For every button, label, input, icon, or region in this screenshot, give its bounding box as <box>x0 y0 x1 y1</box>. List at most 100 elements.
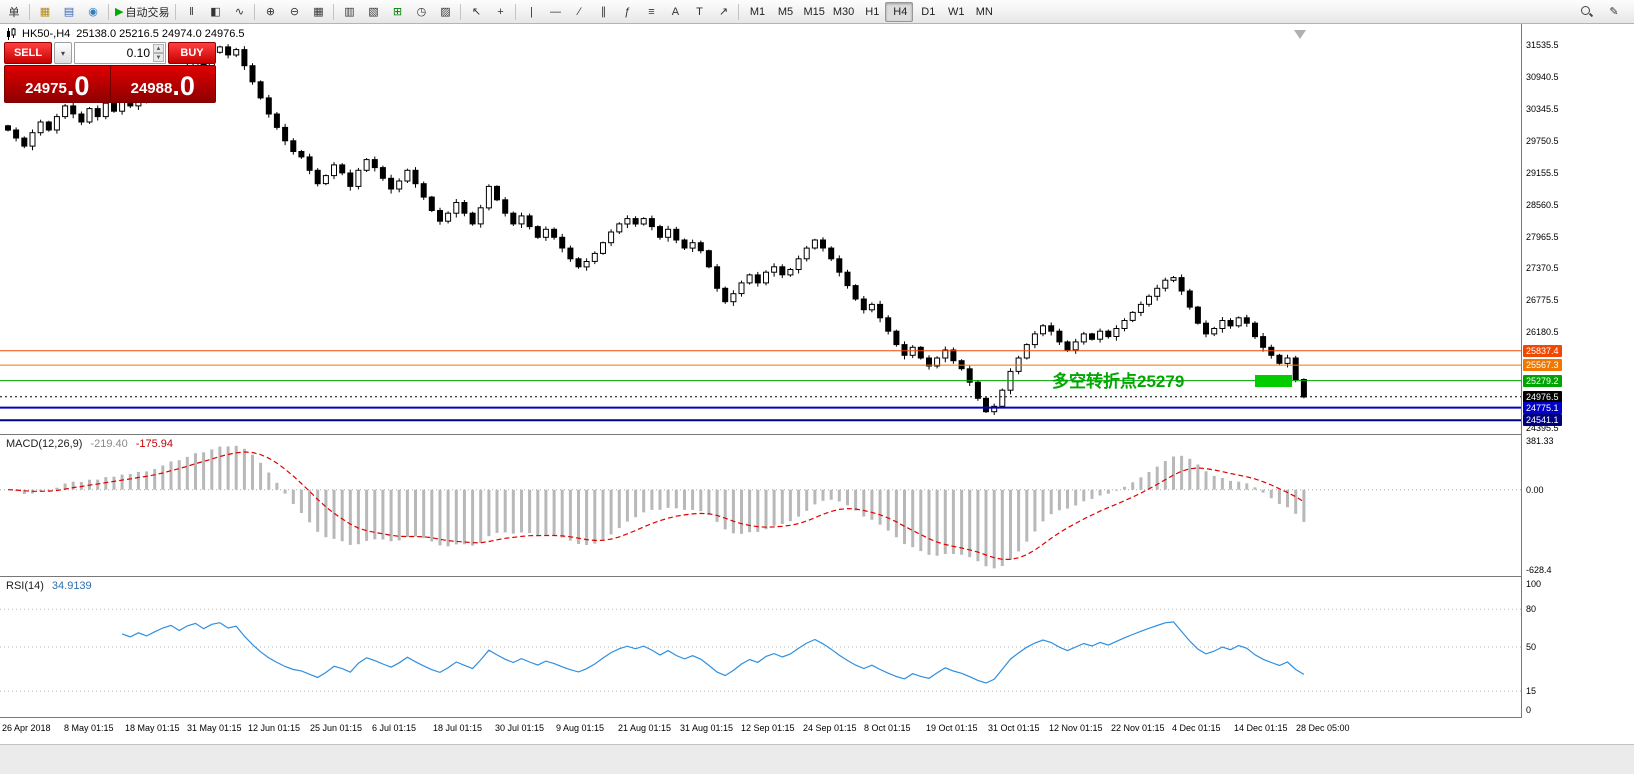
rsi-tick: 15 <box>1526 686 1537 696</box>
new-chart-icon[interactable]: ▦ <box>33 2 57 22</box>
timeframe-m15[interactable]: M15 <box>798 2 827 22</box>
line-chart-icon[interactable]: ∿ <box>227 2 251 22</box>
time-label: 8 Oct 01:15 <box>864 723 911 733</box>
rsi-chart <box>0 608 1521 692</box>
time-label: 30 Jul 01:15 <box>495 723 545 733</box>
time-label: 12 Sep 01:15 <box>741 723 795 733</box>
timeframe-m1[interactable]: M1 <box>742 2 770 22</box>
chart-annotation[interactable]: 多空转折点25279 <box>1052 372 1185 391</box>
volume-increase-button[interactable]: ▲ <box>153 44 164 53</box>
timeframe-mn[interactable]: MN <box>969 2 997 22</box>
chevron-down-icon: ▾ <box>61 48 66 58</box>
toolbar-separator <box>515 3 517 20</box>
volume-dropdown-button[interactable]: ▾ <box>54 42 73 64</box>
crosshair-icon[interactable]: + <box>488 2 512 22</box>
volume-input[interactable] <box>75 43 165 63</box>
macd-tick: -628.4 <box>1526 565 1552 575</box>
toolbar-left-group: 单 ▦ ▤ ◉ ▶ 自动交易 ‖ ◧ ∿ ⊕ ⊖ ▦ ▥ ▧ ⊞ ◷ ▨ ↖ + | — ∕ ∥ ƒ ≡ A T ↗ M1 M5 M15 M3… <box>0 1 997 22</box>
zoom-in-icon[interactable]: ⊕ <box>258 2 282 22</box>
label-icon[interactable]: T <box>687 2 711 22</box>
search-icon[interactable] <box>1574 2 1598 22</box>
buy-price-main: 24988 <box>130 80 173 97</box>
axis-border <box>0 717 1634 718</box>
symbol-timeframe-label: HK50-,H4 <box>22 28 71 40</box>
zoom-out-icon[interactable]: ⊖ <box>282 2 306 22</box>
toolbar-separator <box>175 3 177 20</box>
time-label: 6 Jul 01:15 <box>372 723 417 733</box>
price-chart-panel[interactable]: HK50-,H4 25138.0 25216.5 24974.0 24976.5… <box>0 24 1521 434</box>
add-indicator-icon-glyph: ⊞ <box>392 6 403 18</box>
panel-splitter[interactable] <box>0 434 1634 435</box>
price-tick: 31535.5 <box>1526 40 1559 50</box>
shapes-icon-glyph: ≡ <box>648 5 655 18</box>
volume-field: ▲ ▼ <box>74 42 166 64</box>
trendline-icon[interactable]: ∕ <box>567 2 591 22</box>
time-label: 12 Jun 01:15 <box>248 723 301 733</box>
vertical-line-icon[interactable]: | <box>519 2 543 22</box>
periods-icon[interactable]: ◷ <box>409 2 433 22</box>
panel-splitter[interactable] <box>0 576 1634 577</box>
price-display: 24975 .0 24988 .0 <box>4 65 216 103</box>
timeframe-m30[interactable]: M30 <box>828 2 857 22</box>
templates-icon-glyph: ▨ <box>440 6 451 18</box>
price-line-label: 24976.5 <box>1523 391 1562 403</box>
horizontal-line-icon[interactable]: — <box>543 2 567 22</box>
macd-indicator-panel[interactable]: MACD(12,26,9) -219.40 -175.94 <box>0 435 1521 576</box>
timeframe-m5-label: M5 <box>777 5 794 18</box>
arrows-icon[interactable]: ↗ <box>711 2 735 22</box>
volume-decrease-button[interactable]: ▼ <box>153 53 164 62</box>
sell-button[interactable]: SELL <box>4 42 52 64</box>
candlestick-icon <box>7 28 16 40</box>
time-label: 12 Nov 01:15 <box>1049 723 1103 733</box>
time-label: 18 Jul 01:15 <box>433 723 483 733</box>
time-label: 24 Sep 01:15 <box>803 723 857 733</box>
buy-price-display[interactable]: 24988 .0 <box>111 66 216 102</box>
bar-chart-icon[interactable]: ‖ <box>179 2 203 22</box>
price-tick: 29155.5 <box>1526 168 1559 178</box>
add-indicator-icon[interactable]: ⊞ <box>385 2 409 22</box>
vertical-line-icon-glyph: | <box>530 5 533 18</box>
rsi-indicator-panel[interactable]: RSI(14) 34.9139 <box>0 577 1521 717</box>
arrange-windows-icon[interactable]: ▥ <box>337 2 361 22</box>
magnifier-glyph <box>1580 5 1593 18</box>
templates-icon[interactable]: ▨ <box>433 2 457 22</box>
cascade-windows-icon[interactable]: ▧ <box>361 2 385 22</box>
toolbar-right-group: ✎ <box>1574 2 1634 22</box>
timeframe-h1[interactable]: H1 <box>857 2 885 22</box>
one-click-trading-widget: SELL ▾ ▲ ▼ BUY 24975 .0 <box>4 42 216 103</box>
time-label: 19 Oct 01:15 <box>926 723 978 733</box>
tile-windows-icon[interactable]: ▦ <box>306 2 330 22</box>
macd-value: -219.40 <box>90 438 128 450</box>
candlestick-chart-icon[interactable]: ◧ <box>203 2 227 22</box>
rsi-tick: 0 <box>1526 705 1532 715</box>
new-order-button-glyph: 单 <box>8 6 20 19</box>
channel-icon[interactable]: ∥ <box>591 2 615 22</box>
timeframe-d1[interactable]: D1 <box>913 2 941 22</box>
new-order-button[interactable]: 单 <box>2 2 26 22</box>
ohlc-values: 25138.0 25216.5 24974.0 24976.5 <box>76 28 245 40</box>
buy-button[interactable]: BUY <box>168 42 216 64</box>
cursor-icon[interactable]: ↖ <box>464 2 488 22</box>
text-icon[interactable]: A <box>663 2 687 22</box>
timeframe-h4[interactable]: H4 <box>885 1 914 22</box>
quick-edit-icon[interactable]: ✎ <box>1609 6 1619 18</box>
bottom-strip <box>0 744 1634 774</box>
price-line-label: 24541.1 <box>1523 414 1562 426</box>
macd-header: MACD(12,26,9) -219.40 -175.94 <box>6 438 173 450</box>
sell-price-main: 24975 <box>25 80 67 97</box>
timeframe-m5[interactable]: M5 <box>770 2 798 22</box>
scroll-end-marker-icon[interactable] <box>1294 30 1306 39</box>
candlestick-chart[interactable] <box>0 24 1521 434</box>
sell-price-display[interactable]: 24975 .0 <box>5 66 110 102</box>
auto-trading-button[interactable]: ▶ 自动交易 <box>112 2 172 22</box>
fibonacci-icon[interactable]: ƒ <box>615 2 639 22</box>
toolbar-separator <box>333 3 335 20</box>
time-label: 26 Apr 2018 <box>2 723 51 733</box>
profiles-icon[interactable]: ▤ <box>57 2 81 22</box>
price-tick: 26775.5 <box>1526 295 1559 305</box>
timeframe-w1[interactable]: W1 <box>941 2 969 22</box>
shapes-icon[interactable]: ≡ <box>639 2 663 22</box>
market-watch-icon[interactable]: ◉ <box>81 2 105 22</box>
rsi-label: RSI(14) <box>6 580 44 592</box>
